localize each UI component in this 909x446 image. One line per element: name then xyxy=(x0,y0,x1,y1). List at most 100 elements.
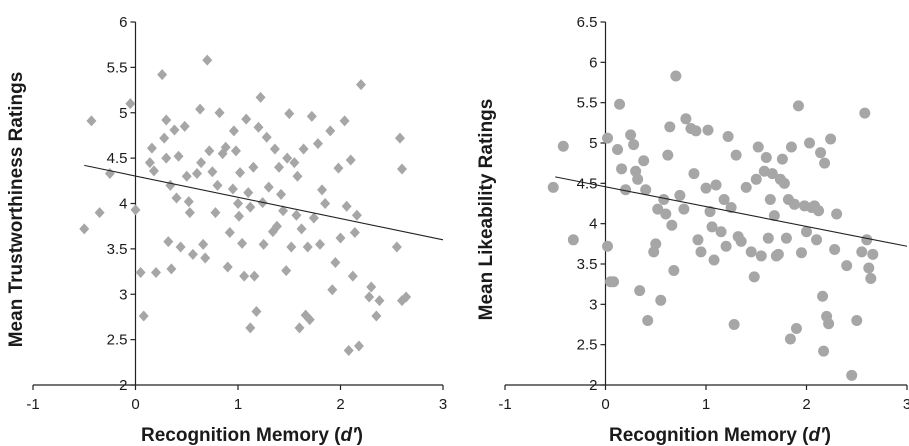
trust-data-point xyxy=(220,141,231,153)
like-data-point xyxy=(692,234,704,246)
trust-data-point xyxy=(230,145,241,157)
like-data-point xyxy=(817,290,829,302)
like-data-point xyxy=(634,285,646,297)
trust-data-point xyxy=(371,310,382,322)
trust-data-point xyxy=(146,142,157,154)
trust-data-point xyxy=(286,241,297,253)
like-data-point xyxy=(670,70,682,82)
trust-x-tick-label: -1 xyxy=(26,396,39,413)
like-data-point xyxy=(690,125,702,137)
trust-data-point xyxy=(278,205,289,217)
like-x-tick-label: 1 xyxy=(702,396,710,413)
like-data-point xyxy=(725,202,737,214)
like-data-point xyxy=(801,226,812,238)
trust-data-point xyxy=(179,120,190,132)
like-data-point xyxy=(602,240,614,252)
like-y-tick-label: 3 xyxy=(589,296,597,313)
like-data-point xyxy=(811,234,823,246)
like-data-point xyxy=(829,243,841,255)
like-y-tick-label: 5.5 xyxy=(577,95,598,112)
trust-data-point xyxy=(282,152,293,164)
like-data-point xyxy=(815,147,827,159)
like-data-point xyxy=(740,181,752,193)
like-data-point xyxy=(655,294,667,306)
like-data-point xyxy=(772,248,784,260)
trust-data-point xyxy=(320,198,331,209)
trust-y-tick-label: 3 xyxy=(119,286,127,303)
trust-data-point xyxy=(204,145,215,157)
like-y-tick-label: 6.5 xyxy=(577,14,598,31)
like-data-point xyxy=(715,226,727,238)
trust-data-point xyxy=(79,223,90,235)
like-data-point xyxy=(695,246,707,258)
trust-data-point xyxy=(397,163,407,175)
like-data-point xyxy=(678,203,690,215)
trust-data-point xyxy=(289,157,300,169)
trust-data-point xyxy=(296,223,307,235)
like-data-point xyxy=(718,193,730,205)
trust-data-point xyxy=(315,238,325,250)
trust-x-axis-title: Recognition Memory (d′) xyxy=(141,425,363,446)
trust-y-axis-title: Mean Trustworthiness Ratings xyxy=(6,72,27,348)
trust-data-point xyxy=(391,241,402,253)
trust-data-point xyxy=(294,322,305,334)
like-y-tick-label: 5 xyxy=(589,135,597,152)
like-data-point xyxy=(662,149,674,161)
like-data-point xyxy=(804,137,816,149)
trust-data-point xyxy=(86,115,97,127)
trust-data-point xyxy=(235,167,246,179)
trust-data-point xyxy=(302,241,313,253)
like-data-point xyxy=(851,314,863,326)
like-x-tick-label: 0 xyxy=(601,396,609,413)
trust-data-point xyxy=(234,210,245,222)
like-data-point xyxy=(856,246,868,258)
like-data-point xyxy=(788,198,800,210)
trust-data-point xyxy=(291,209,302,221)
trust-data-point xyxy=(276,188,287,200)
trust-data-point xyxy=(292,170,303,182)
like-data-point xyxy=(652,203,664,215)
trust-data-point xyxy=(255,91,266,103)
like-data-point xyxy=(784,333,796,345)
like-data-point xyxy=(702,124,714,136)
trust-data-point xyxy=(281,265,292,277)
like-data-point xyxy=(660,208,672,220)
trust-data-point xyxy=(249,270,260,282)
like-data-point xyxy=(813,205,825,217)
trust-data-point xyxy=(135,266,146,278)
trust-data-point xyxy=(258,238,269,250)
trust-data-point xyxy=(148,165,159,177)
trust-y-tick-label: 5 xyxy=(119,105,127,122)
like-data-point xyxy=(819,157,831,169)
trust-data-point xyxy=(166,263,177,275)
trust-data-point xyxy=(349,227,360,239)
trust-data-point xyxy=(394,132,405,144)
trust-data-point xyxy=(308,212,319,224)
trust-data-point xyxy=(261,131,272,143)
trust-data-point xyxy=(183,196,194,208)
like-data-point xyxy=(680,113,692,125)
likeability-chart: 2 2.5 3 3.5 4 4.5 5 5.5 6 6.5 -1 0 1 2 3 Recognition Me… xyxy=(470,0,909,446)
like-data-point xyxy=(764,193,776,205)
trust-data-point xyxy=(339,115,350,127)
trust-data-point xyxy=(173,150,184,162)
like-data-point xyxy=(735,235,747,247)
trust-x-tick-label: 1 xyxy=(234,396,242,413)
trust-data-point xyxy=(192,168,202,180)
trust-data-point xyxy=(175,241,186,253)
like-data-point xyxy=(846,369,858,381)
like-data-point xyxy=(632,173,644,185)
trust-data-point xyxy=(274,161,284,173)
trustworthiness-scatter-plot: 2 2.5 3 3.5 4 4.5 5 5.5 6 -1 0 1 2 3 Recognition Memor… xyxy=(6,14,447,446)
like-data-point xyxy=(704,206,716,218)
trust-data-point xyxy=(227,183,238,195)
trust-data-point xyxy=(212,179,223,191)
like-data-point xyxy=(708,254,720,266)
trust-data-point xyxy=(343,345,354,357)
trust-data-point xyxy=(345,154,356,166)
trust-data-point xyxy=(157,69,168,81)
trust-data-point xyxy=(298,143,309,155)
like-data-point xyxy=(863,262,875,274)
like-data-point xyxy=(616,163,628,175)
like-data-point xyxy=(674,189,686,201)
